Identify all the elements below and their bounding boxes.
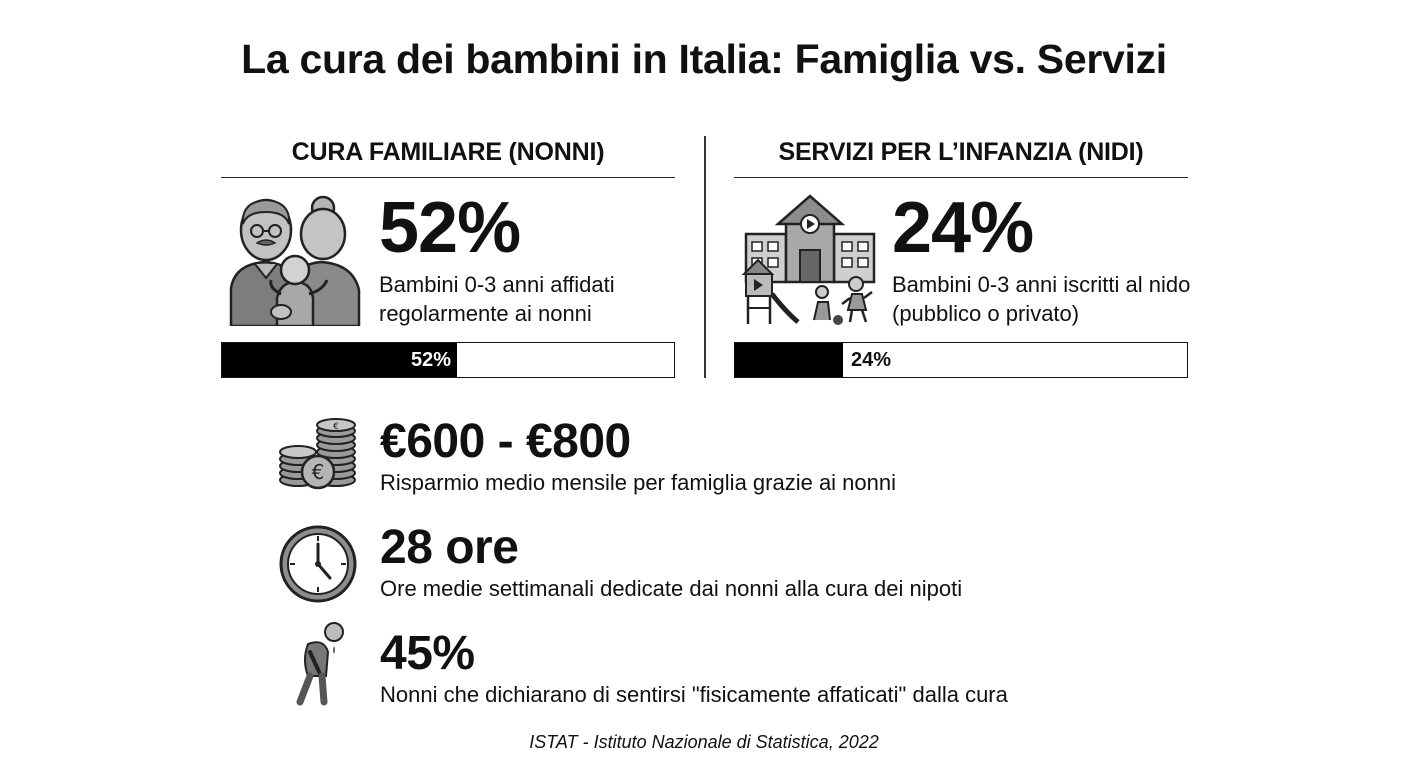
family-care-heading: CURA FAMILIARE (NONNI) — [221, 138, 675, 178]
stat-savings-label: Risparmio medio mensile per famiglia gra… — [380, 470, 897, 495]
childcare-services-progress-bar: 24% — [734, 342, 1188, 378]
childcare-services-heading: SERVIZI PER L’INFANZIA (NIDI) — [734, 138, 1188, 178]
childcare-services-bar-label: 24% — [851, 349, 892, 371]
family-care-description: Bambini 0-3 anni affidati regolarmente a… — [379, 272, 615, 326]
stat-savings-value: €600 - €800 — [380, 415, 631, 468]
childcare-services-value: 24% — [892, 188, 1034, 268]
childcare-services-description: Bambini 0-3 anni iscritti al nido (pubbl… — [892, 272, 1191, 326]
stat-hours-label: Ore medie settimanali dedicate dai nonni… — [380, 576, 963, 601]
childcare-services-panel: SERVIZI PER L’INFANZIA (NIDI) — [734, 138, 1190, 378]
family-care-value: 52% — [379, 188, 521, 268]
nursery-school-icon — [741, 194, 878, 331]
family-care-bar-label: 52% — [410, 349, 451, 371]
page-title: La cura dei bambini in Italia: Famiglia … — [241, 36, 1167, 82]
stat-fatigue-value: 45% — [380, 627, 475, 680]
source-credit: ISTAT - Istituto Nazionale di Statistica… — [529, 732, 879, 752]
euro-coins-icon: € € — [278, 418, 360, 495]
stat-fatigue-label: Nonni che dichiarano di sentirsi "fisica… — [380, 682, 1008, 707]
svg-text:€: € — [333, 422, 339, 432]
family-care-panel: CURA FAMILIARE (NONNI) — [221, 138, 675, 378]
tired-elderly-icon — [278, 622, 358, 711]
grandparents-with-baby-icon — [229, 194, 361, 331]
family-care-progress-bar: 52% — [221, 342, 675, 378]
childcare-services-bar-fill — [735, 343, 843, 377]
stat-hours-value: 28 ore — [380, 521, 519, 574]
svg-text:€: € — [312, 460, 325, 484]
family-care-bar-fill — [222, 343, 457, 377]
clock-icon — [278, 524, 358, 609]
column-divider — [704, 136, 706, 378]
